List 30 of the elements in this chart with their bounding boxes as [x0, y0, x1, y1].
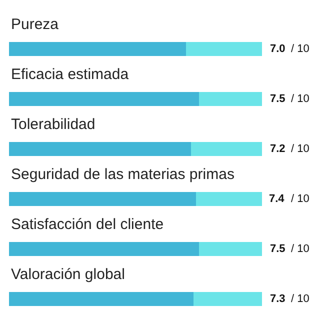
y-tick-label: Eficacia estimada [11, 66, 130, 83]
bar [191, 142, 262, 156]
y-tick-label: Pureza [11, 16, 60, 33]
y-tick-label: Tolerabilidad [11, 116, 96, 133]
y-tick-label: Satisfacción del cliente [11, 216, 164, 233]
data-label: 7.4 [269, 193, 286, 205]
bar [198, 92, 262, 106]
y-tick-label: Seguridad de las materias primas [11, 166, 234, 183]
text: / 10 [291, 93, 310, 105]
bar [198, 242, 262, 256]
data-label: 7.2 [270, 143, 286, 155]
bar [9, 292, 194, 306]
text: / 10 [291, 293, 310, 305]
bar [9, 142, 192, 156]
bar [9, 42, 186, 56]
data-label: 7.3 [270, 293, 286, 305]
bar [9, 92, 199, 106]
text: / 10 [291, 43, 310, 55]
bar [196, 192, 262, 206]
data-label: 7.0 [270, 43, 286, 55]
bar [9, 242, 199, 256]
bar [186, 42, 262, 56]
data-label: 7.5 [270, 243, 286, 255]
y-tick-label: Valoración global [11, 266, 125, 283]
bar [194, 292, 262, 306]
text: / 10 [291, 193, 310, 205]
text: / 10 [291, 243, 310, 255]
text: / 10 [291, 143, 310, 155]
bar [9, 192, 196, 206]
data-label: 7.5 [270, 93, 286, 105]
